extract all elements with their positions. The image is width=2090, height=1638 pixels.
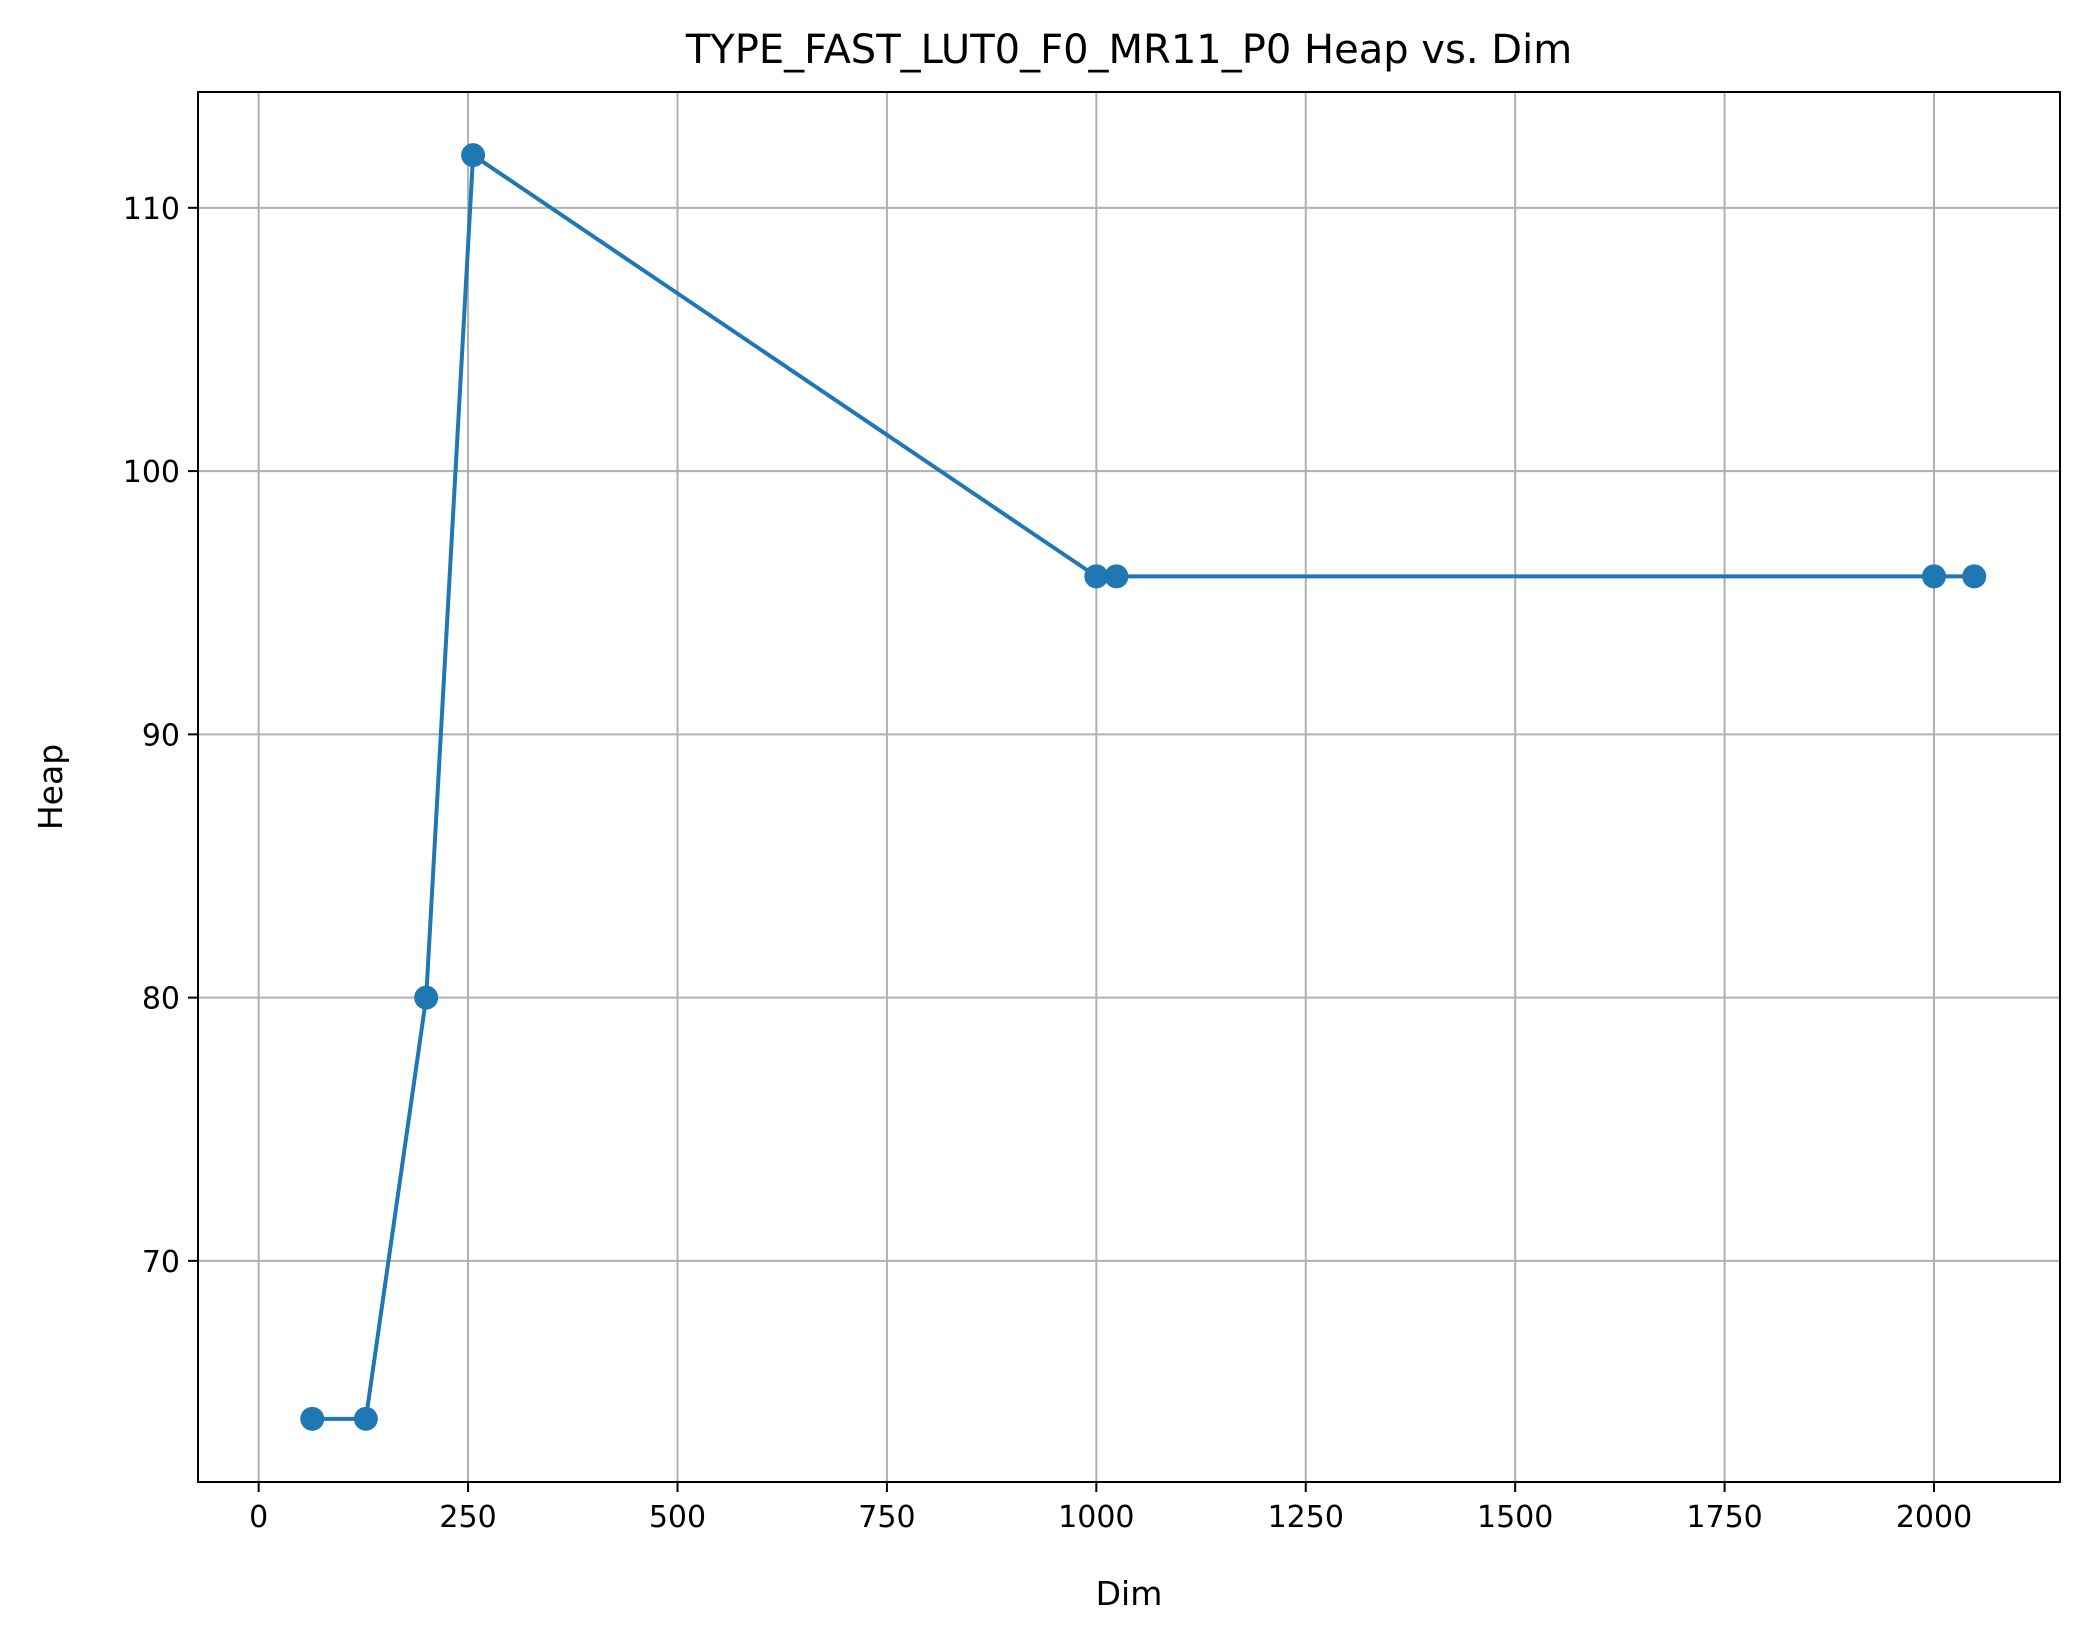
chart-title: TYPE_FAST_LUT0_F0_MR11_P0 Heap vs. Dim [685,27,1572,73]
x-axis-title: Dim [1096,1574,1163,1613]
x-tick-label: 500 [649,1500,706,1535]
series-layer [300,143,1987,1431]
data-point [461,143,486,168]
data-point [1104,564,1129,589]
y-axis: 70 80 90 100 110 [123,192,198,1280]
series-line [312,153,1975,1421]
data-point [1962,564,1987,589]
data-point [414,985,439,1010]
y-tick-label: 110 [123,192,180,227]
data-point [1084,564,1109,589]
grid [198,92,2060,1482]
x-tick-label: 750 [858,1500,915,1535]
data-point [300,1406,325,1431]
x-tick-label: 1500 [1477,1500,1553,1535]
x-tick-label: 1000 [1058,1500,1134,1535]
y-tick-label: 70 [142,1245,180,1280]
x-tick-label: 1750 [1686,1500,1762,1535]
x-tick-label: 1250 [1268,1500,1344,1535]
data-point [1922,564,1947,589]
x-tick-label: 250 [439,1500,496,1535]
y-tick-label: 100 [123,455,180,490]
x-tick-label: 0 [249,1500,268,1535]
data-point [353,1406,378,1431]
y-tick-label: 80 [142,982,180,1017]
y-tick-label: 90 [142,718,180,753]
x-tick-label: 2000 [1896,1500,1972,1535]
y-axis-title: Heap [31,744,70,830]
plot-frame [197,91,2061,1483]
x-axis: 0 250 500 750 1000 1250 1500 1750 2000 [249,1482,1972,1535]
